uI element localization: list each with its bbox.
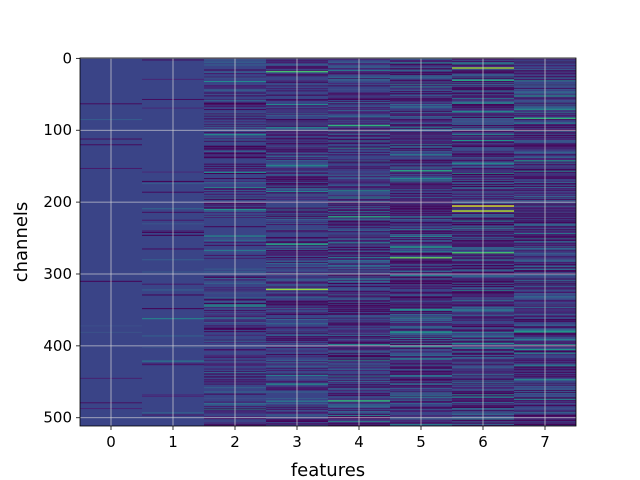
y-tick-label: 100 bbox=[43, 121, 72, 139]
x-tick-label: 5 bbox=[416, 433, 426, 451]
x-axis-label: features bbox=[291, 460, 365, 480]
y-axis-label: channels bbox=[11, 202, 32, 283]
y-tick-label: 300 bbox=[43, 265, 72, 283]
heatmap-cells bbox=[80, 58, 576, 426]
x-tick-label: 7 bbox=[540, 433, 550, 451]
y-tick-label: 200 bbox=[43, 193, 72, 211]
y-tick-label: 400 bbox=[43, 337, 72, 355]
x-tick-label: 1 bbox=[168, 433, 178, 451]
grid-lines bbox=[80, 57, 576, 426]
x-tick-label: 4 bbox=[354, 433, 364, 451]
y-tick-label: 0 bbox=[62, 49, 72, 67]
x-tick-label: 3 bbox=[292, 433, 302, 451]
x-tick-label: 6 bbox=[478, 433, 488, 451]
y-tick-label: 500 bbox=[43, 409, 72, 427]
x-axis-ticks: 0 1 2 3 4 5 6 7 bbox=[106, 426, 550, 451]
x-tick-label: 0 bbox=[106, 433, 116, 451]
x-tick-label: 2 bbox=[230, 433, 240, 451]
plot-frame bbox=[79, 57, 577, 427]
y-axis-ticks: 0 100 200 300 400 500 bbox=[43, 49, 80, 427]
